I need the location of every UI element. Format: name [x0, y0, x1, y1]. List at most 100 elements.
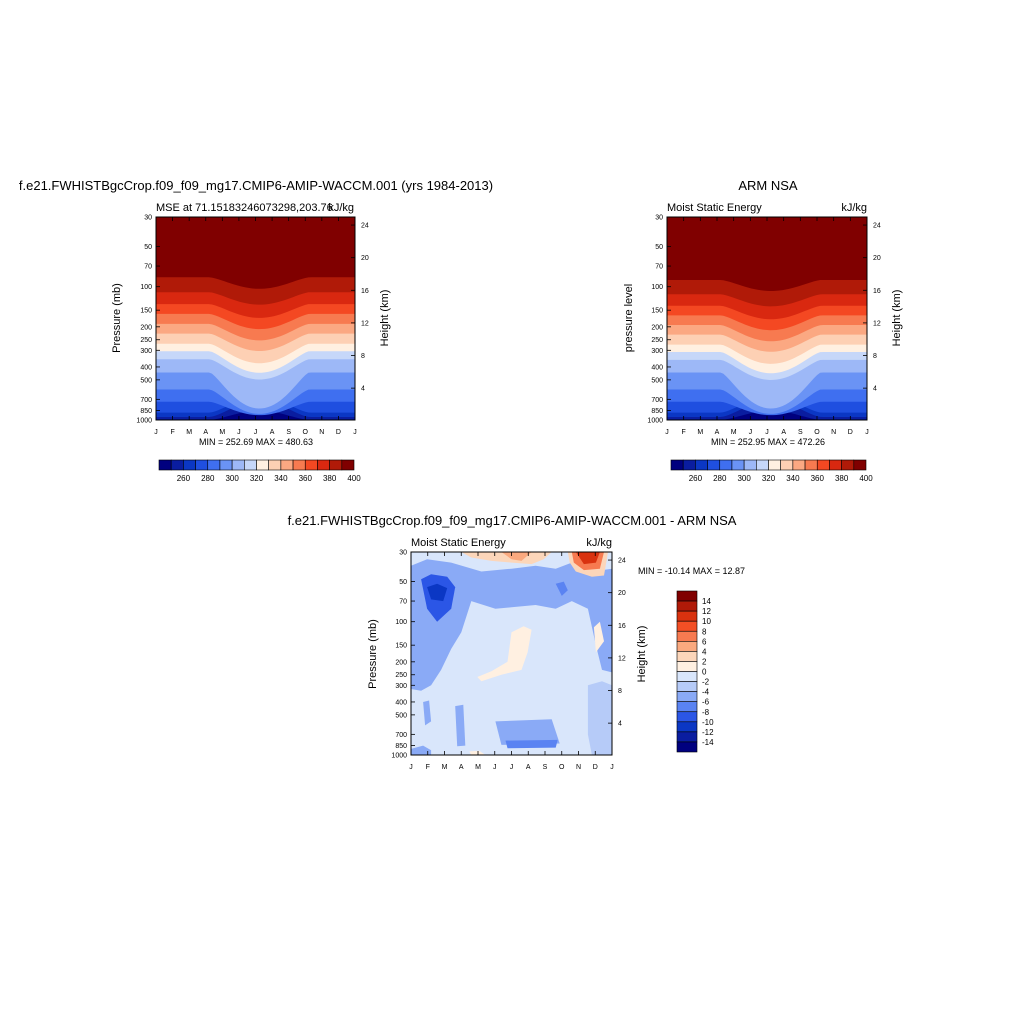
panel-observations: ARM NSA Moist Static Energy kJ/kg 30 50 70…: [623, 178, 903, 483]
panel3-title: f.e21.FWHISTBgcCrop.f09_f09_mg17.CMIP6-A…: [288, 513, 737, 528]
panel1-ylabel-right: Height (km): [379, 290, 391, 347]
panel3-contour-fill: [411, 552, 612, 755]
panel1-ptick-label: 100: [140, 284, 152, 291]
panel3-neg-bl: [411, 745, 432, 755]
panel2-month-label: M: [731, 429, 737, 436]
colorbar3-label: -2: [702, 678, 710, 687]
panel1-month-label: M: [219, 429, 225, 436]
panel3-pos-top-2: [501, 552, 532, 561]
panel3-month-label: N: [576, 764, 581, 771]
panel1-left-label: MSE at 71.15183246073298,203.76: [156, 202, 333, 214]
panel2-ticks: 30 50 70 100 150 200 250 300 400 500 700 850 1000 24 2…: [647, 215, 880, 437]
colorbar3-swatch: [676, 600, 698, 612]
panel1-ptick-label: 50: [144, 244, 152, 251]
panel1-month-label: N: [319, 429, 324, 436]
colorbar1-swatch: [341, 459, 355, 471]
colorbar3-label: -10: [702, 718, 714, 727]
colorbar2-label: 400: [859, 474, 873, 483]
colorbar2-label: 360: [811, 474, 825, 483]
panel2-month-label: N: [831, 429, 836, 436]
panel3-left-label: Moist Static Energy: [411, 537, 506, 549]
panel2-month-label: A: [781, 429, 786, 436]
colorbar3-label: -4: [702, 688, 710, 697]
panel3-month-label: M: [475, 764, 481, 771]
panel3-ptick-label: 1000: [391, 753, 407, 760]
panel2-month-label: J: [665, 429, 669, 436]
panel2-units: kJ/kg: [841, 202, 867, 214]
colorbar3-swatch: [676, 630, 698, 642]
panel3-ptick-label: 850: [395, 743, 407, 750]
panel2-ylabel: pressure level: [623, 284, 635, 352]
panel2-ptick-label: 100: [651, 284, 663, 291]
panel3-htick-label: 12: [618, 655, 626, 662]
panel1-month-label: J: [237, 429, 241, 436]
panel1-ticks: 30 50 70 100 150 200 250 300 400 500 700 850 1000 24 2…: [136, 215, 368, 437]
colorbar1-label: 380: [323, 474, 337, 483]
panel2-ptick-label: 200: [651, 324, 663, 331]
colorbar3-swatch: [676, 651, 698, 662]
colorbar2-label: 300: [737, 474, 751, 483]
colorbar1-label: 280: [201, 474, 215, 483]
panel1-ptick-label: 1000: [136, 418, 152, 425]
colorbar1-label: 400: [347, 474, 361, 483]
colorbar1-swatch: [170, 459, 184, 471]
panel1-month-label: F: [170, 429, 174, 436]
panel3-month-label: M: [442, 764, 448, 771]
colorbar2-label: 260: [689, 474, 703, 483]
colorbar3-label: -14: [702, 738, 714, 747]
panel2-ptick-label: 1000: [647, 418, 663, 425]
panel3-neg-low-2: [455, 704, 466, 747]
colorbar2-label: 380: [835, 474, 849, 483]
colorbar2-label: 320: [762, 474, 776, 483]
panel3-ptick-label: 400: [395, 699, 407, 706]
panel3-htick-label: 16: [618, 623, 626, 630]
colorbar3-swatch: [676, 590, 698, 602]
panel2-ptick-label: 70: [655, 264, 663, 271]
panel1-month-label: J: [254, 429, 258, 436]
panel3-ptick-label: 70: [399, 599, 407, 606]
panel1-month-label: A: [270, 429, 275, 436]
panel3-ptick-label: 150: [395, 643, 407, 650]
colorbar2-swatch: [695, 459, 708, 471]
colorbar3-label: 14: [702, 597, 711, 606]
panel1-month-label: O: [303, 429, 309, 436]
colorbar1-swatch: [256, 459, 269, 471]
colorbar3-swatch: [676, 610, 698, 622]
panel2-htick-label: 4: [873, 386, 877, 393]
colorbar1-swatch: [244, 459, 257, 471]
panel3-neg-low-4: [505, 739, 558, 749]
colorbar2-swatch: [670, 459, 684, 471]
panel3-pos-right: [593, 621, 604, 653]
panel1-ptick-label: 70: [144, 264, 152, 271]
panel2-title: ARM NSA: [738, 178, 798, 193]
panel1-colorbar: 260 280 300 320 340 360 380 400: [158, 459, 361, 483]
panel3-ptick-label: 200: [395, 659, 407, 666]
colorbar2-swatch: [841, 459, 855, 471]
panel3-neg-small: [555, 581, 568, 596]
panel1-ptick-label: 300: [140, 348, 152, 355]
colorbar2-swatch: [743, 459, 757, 471]
colorbar3-label: -12: [702, 728, 714, 737]
panel3-ptick-label: 100: [395, 619, 407, 626]
panel1-contour-fill: [156, 217, 355, 420]
panel1-ylabel: Pressure (mb): [111, 283, 123, 353]
panel1-month-label: D: [336, 429, 341, 436]
panel3-ptick-label: 300: [395, 683, 407, 690]
panel2-ptick-label: 500: [651, 377, 663, 384]
colorbar2-swatch: [792, 459, 806, 471]
panel3-month-label: S: [543, 764, 548, 771]
panel2-ptick-label: 250: [651, 337, 663, 344]
panel3-ptick-label: 500: [395, 712, 407, 719]
colorbar3-label: 2: [702, 657, 707, 666]
panel2-month-label: M: [697, 429, 703, 436]
panel2-month-label: F: [682, 429, 686, 436]
colorbar2-swatch: [780, 459, 794, 471]
panel3-htick-label: 20: [618, 590, 626, 597]
panel1-ptick-label: 250: [140, 337, 152, 344]
colorbar3-swatch: [676, 641, 698, 652]
colorbar2-swatch: [756, 459, 769, 471]
panel3-neg-core-2: [427, 583, 448, 602]
panel3-neg-low-1: [423, 700, 432, 726]
panel3-pos-top: [461, 552, 552, 565]
colorbar2-swatch: [768, 459, 781, 471]
